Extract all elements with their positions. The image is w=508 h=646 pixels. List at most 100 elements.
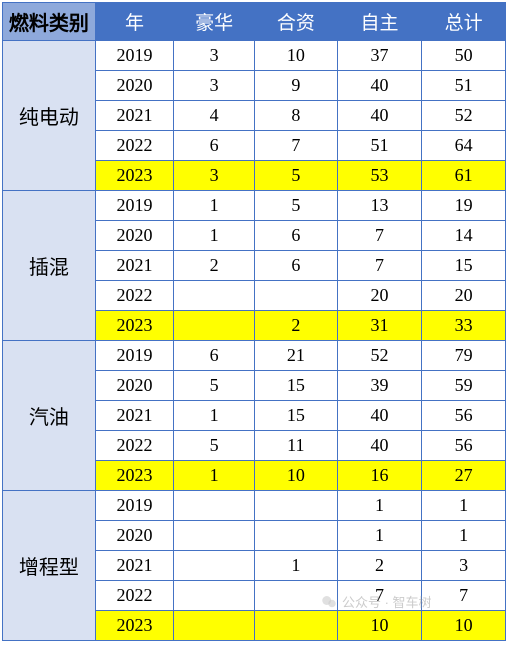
cell-jv: 9 xyxy=(255,71,338,101)
cell-own: 53 xyxy=(337,161,422,191)
cell-jv: 5 xyxy=(255,191,338,221)
cell-lux: 2 xyxy=(174,251,255,281)
cell-own: 13 xyxy=(337,191,422,221)
cell-tot: 20 xyxy=(422,281,506,311)
table-row: 增程型201911 xyxy=(3,491,506,521)
cell-jv: 7 xyxy=(255,131,338,161)
category-cell: 汽油 xyxy=(3,341,96,491)
cell-tot: 79 xyxy=(422,341,506,371)
cell-jv xyxy=(255,521,338,551)
cell-tot: 19 xyxy=(422,191,506,221)
cell-own: 40 xyxy=(337,401,422,431)
cell-own: 7 xyxy=(337,251,422,281)
cell-own: 40 xyxy=(337,101,422,131)
cell-own: 52 xyxy=(337,341,422,371)
category-cell: 纯电动 xyxy=(3,41,96,191)
cell-year: 2020 xyxy=(95,221,174,251)
cell-tot: 50 xyxy=(422,41,506,71)
cell-tot: 15 xyxy=(422,251,506,281)
cell-year: 2019 xyxy=(95,341,174,371)
cell-lux: 5 xyxy=(174,431,255,461)
cell-lux xyxy=(174,491,255,521)
cell-tot: 27 xyxy=(422,461,506,491)
cell-jv: 2 xyxy=(255,311,338,341)
category-cell: 插混 xyxy=(3,191,96,341)
cell-lux: 1 xyxy=(174,191,255,221)
cell-lux: 3 xyxy=(174,161,255,191)
cell-tot: 52 xyxy=(422,101,506,131)
cell-tot: 10 xyxy=(422,611,506,641)
cell-jv: 6 xyxy=(255,251,338,281)
table-row: 纯电动20193103750 xyxy=(3,41,506,71)
cell-tot: 1 xyxy=(422,521,506,551)
cell-year: 2021 xyxy=(95,101,174,131)
category-cell: 增程型 xyxy=(3,491,96,641)
cell-year: 2019 xyxy=(95,491,174,521)
header-total: 总计 xyxy=(422,3,506,41)
cell-lux: 1 xyxy=(174,401,255,431)
cell-year: 2023 xyxy=(95,161,174,191)
cell-own: 16 xyxy=(337,461,422,491)
header-category: 燃料类别 xyxy=(3,3,96,41)
cell-tot: 7 xyxy=(422,581,506,611)
cell-lux xyxy=(174,311,255,341)
cell-year: 2022 xyxy=(95,281,174,311)
cell-year: 2022 xyxy=(95,431,174,461)
cell-jv: 15 xyxy=(255,401,338,431)
cell-own: 2 xyxy=(337,551,422,581)
cell-lux xyxy=(174,521,255,551)
cell-tot: 14 xyxy=(422,221,506,251)
cell-lux: 5 xyxy=(174,371,255,401)
cell-jv: 15 xyxy=(255,371,338,401)
cell-year: 2021 xyxy=(95,401,174,431)
cell-tot: 1 xyxy=(422,491,506,521)
cell-year: 2019 xyxy=(95,191,174,221)
cell-own: 7 xyxy=(337,221,422,251)
cell-year: 2020 xyxy=(95,71,174,101)
cell-jv xyxy=(255,581,338,611)
header-year: 年 xyxy=(95,3,174,41)
cell-own: 51 xyxy=(337,131,422,161)
cell-tot: 3 xyxy=(422,551,506,581)
fuel-category-table: 燃料类别 年 豪华 合资 自主 总计 纯电动201931037502020394… xyxy=(2,2,506,641)
cell-jv: 10 xyxy=(255,461,338,491)
cell-year: 2021 xyxy=(95,551,174,581)
cell-lux: 6 xyxy=(174,131,255,161)
cell-jv: 11 xyxy=(255,431,338,461)
cell-year: 2022 xyxy=(95,131,174,161)
cell-own: 1 xyxy=(337,491,422,521)
cell-lux xyxy=(174,281,255,311)
cell-own: 40 xyxy=(337,431,422,461)
cell-year: 2020 xyxy=(95,371,174,401)
cell-tot: 56 xyxy=(422,431,506,461)
cell-tot: 64 xyxy=(422,131,506,161)
cell-year: 2019 xyxy=(95,41,174,71)
cell-year: 2023 xyxy=(95,311,174,341)
cell-lux: 6 xyxy=(174,341,255,371)
cell-lux: 3 xyxy=(174,41,255,71)
cell-own: 31 xyxy=(337,311,422,341)
cell-tot: 51 xyxy=(422,71,506,101)
cell-lux: 1 xyxy=(174,221,255,251)
cell-jv xyxy=(255,611,338,641)
cell-own: 7 xyxy=(337,581,422,611)
cell-tot: 56 xyxy=(422,401,506,431)
cell-year: 2020 xyxy=(95,521,174,551)
cell-lux xyxy=(174,611,255,641)
cell-own: 40 xyxy=(337,71,422,101)
cell-lux: 1 xyxy=(174,461,255,491)
cell-year: 2023 xyxy=(95,461,174,491)
cell-jv: 10 xyxy=(255,41,338,71)
cell-year: 2021 xyxy=(95,251,174,281)
table-row: 汽油20196215279 xyxy=(3,341,506,371)
cell-lux xyxy=(174,581,255,611)
cell-own: 39 xyxy=(337,371,422,401)
cell-lux: 4 xyxy=(174,101,255,131)
cell-lux xyxy=(174,551,255,581)
cell-year: 2023 xyxy=(95,611,174,641)
cell-lux: 3 xyxy=(174,71,255,101)
cell-jv xyxy=(255,281,338,311)
cell-tot: 61 xyxy=(422,161,506,191)
cell-jv: 21 xyxy=(255,341,338,371)
cell-own: 1 xyxy=(337,521,422,551)
